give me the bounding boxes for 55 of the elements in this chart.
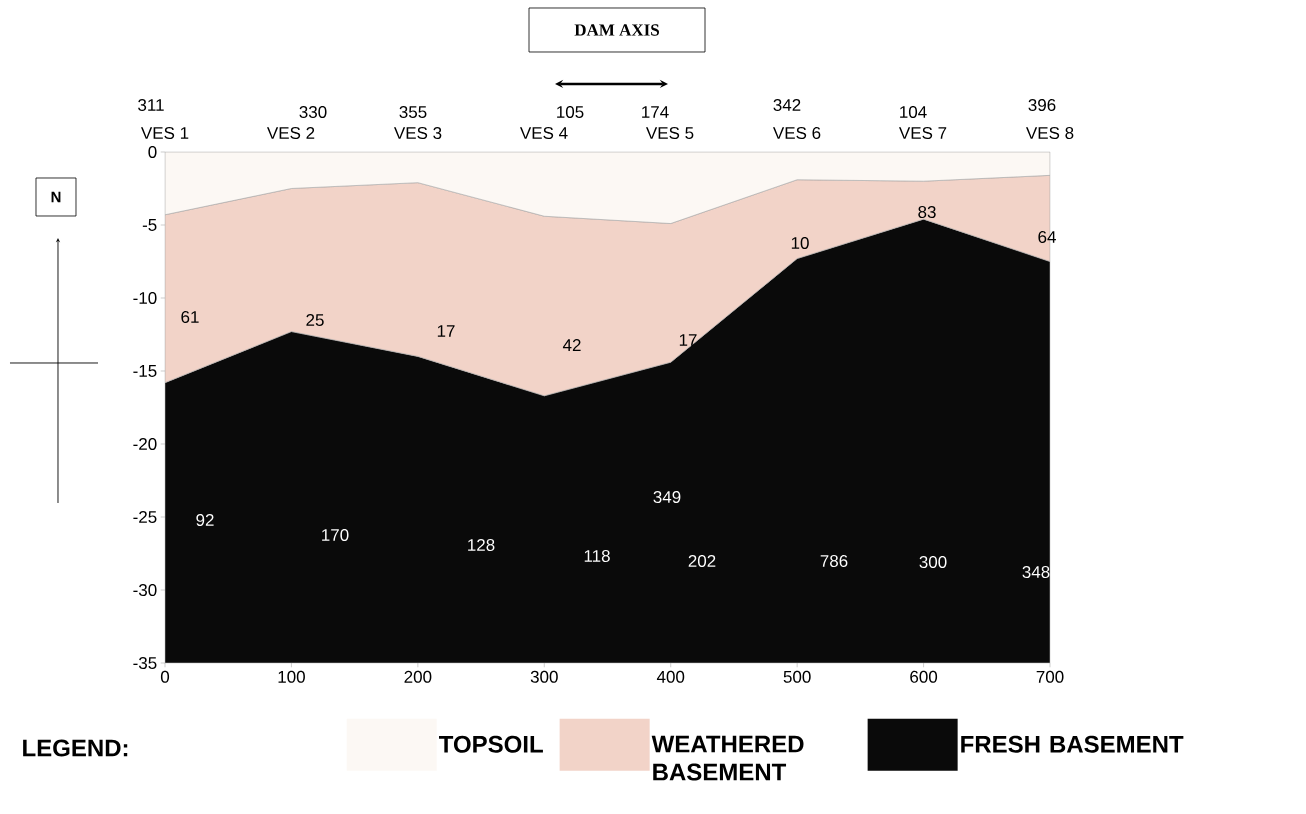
x-tick-label: 200 — [404, 670, 432, 683]
text: N — [51, 191, 61, 203]
y-tick-label: -30 — [133, 583, 157, 597]
legend-label: FRESH BASEMENT — [961, 735, 1184, 753]
annotation: 92 — [196, 513, 214, 527]
y-tick-label: -15 — [133, 365, 157, 377]
x-tick-label: 300 — [530, 670, 558, 683]
annotation: 17 — [679, 334, 697, 346]
annotation: 300 — [919, 555, 947, 569]
text: 342 — [773, 98, 801, 112]
x-tick-label: 100 — [278, 670, 305, 683]
legend-label: TOPSOIL — [439, 735, 543, 753]
text: VES 4 — [519, 126, 568, 140]
y-tick-label: -25 — [133, 510, 157, 524]
annotation: 349 — [653, 490, 681, 504]
text: 105 — [557, 105, 584, 119]
x-tick-label: 0 — [160, 670, 170, 683]
text: DAM AXIS — [574, 24, 659, 36]
annotation: 170 — [322, 528, 349, 542]
x-tick-label: 700 — [1036, 670, 1064, 683]
x-tick-label: 600 — [910, 670, 938, 683]
text: 355 — [399, 105, 427, 119]
text: 396 — [1028, 98, 1056, 112]
annotation: 42 — [562, 339, 581, 351]
y-tick-label: -10 — [133, 291, 157, 305]
text: VES 6 — [772, 126, 821, 140]
text: VES 7 — [898, 126, 947, 140]
y-tick-label: -5 — [142, 219, 157, 231]
annotation: 348 — [1022, 565, 1050, 579]
annotation: 202 — [688, 554, 716, 568]
text: VES 1 — [140, 126, 189, 140]
text: 174 — [642, 106, 669, 118]
text: 330 — [299, 105, 327, 119]
annotation: 61 — [181, 310, 199, 324]
y-tick-label: -35 — [133, 656, 157, 670]
annotation: 128 — [468, 538, 495, 552]
legend-title: LEGEND: — [23, 739, 128, 757]
annotation: 10 — [791, 236, 809, 250]
annotation: 83 — [918, 205, 936, 219]
text: 104 — [900, 105, 927, 119]
x-tick-label: 400 — [656, 670, 685, 683]
text: VES 5 — [645, 126, 694, 140]
annotation: 64 — [1038, 230, 1056, 244]
y-tick-label: -20 — [133, 437, 157, 451]
text: VES 3 — [393, 126, 442, 140]
x-tick-label: 500 — [783, 670, 811, 683]
text: VES 8 — [1025, 126, 1074, 140]
legend-label: WEATHERED BASEMENT — [651, 735, 804, 781]
annotation: 118 — [584, 549, 610, 563]
annotation: 786 — [820, 554, 848, 568]
annotation: 25 — [306, 313, 324, 327]
text: VES 2 — [266, 126, 315, 140]
text: 311 — [138, 98, 164, 112]
annotation: 17 — [437, 325, 455, 337]
y-tick-label: 0 — [148, 145, 157, 159]
